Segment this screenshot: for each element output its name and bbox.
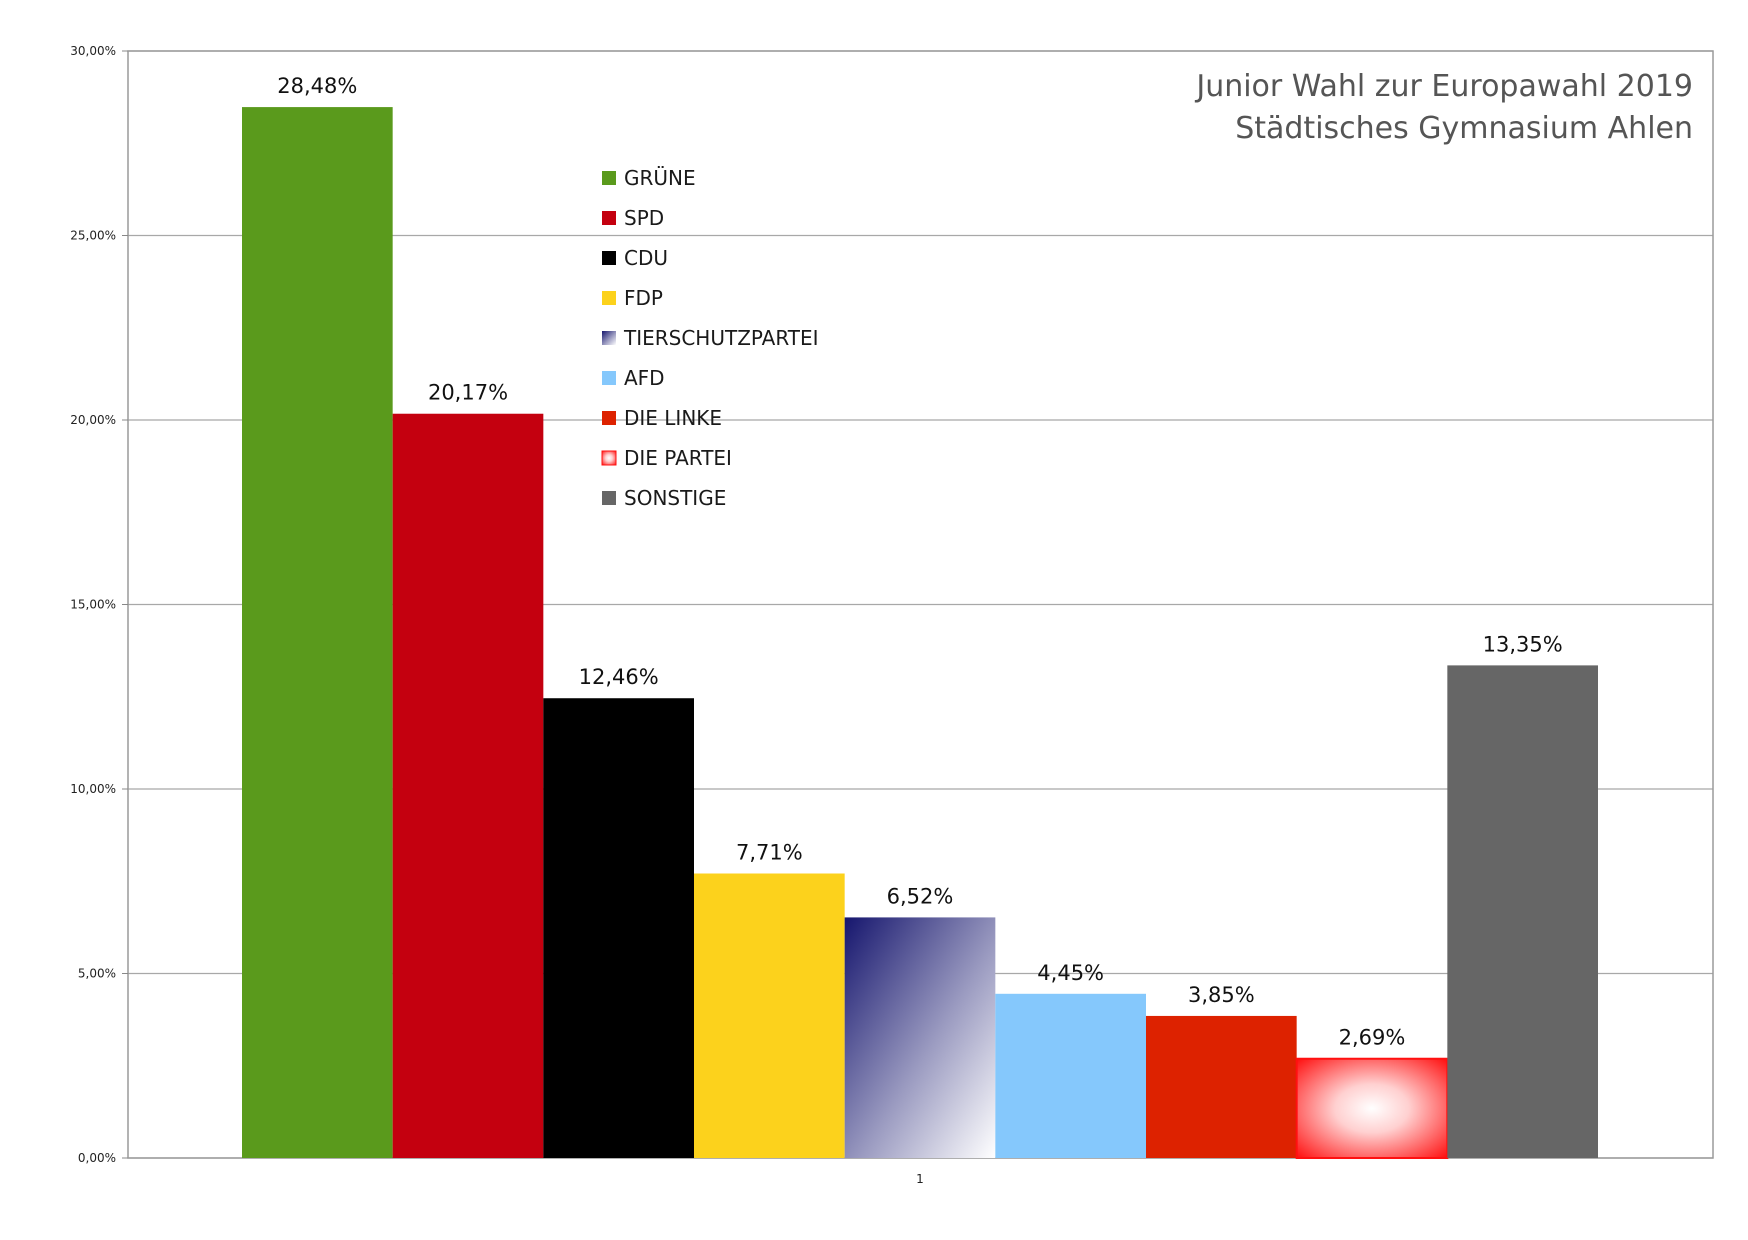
legend-swatch-die-partei	[601, 450, 617, 466]
y-tick-label: 20,00%	[70, 413, 116, 427]
data-label-cdu: 12,46%	[579, 665, 659, 689]
bar-fdp	[694, 873, 845, 1158]
legend-label-die-linke: DIE LINKE	[624, 406, 722, 430]
y-tick-label: 0,00%	[78, 1151, 116, 1165]
y-tick-label: 15,00%	[70, 598, 116, 612]
data-label-die-linke: 3,85%	[1188, 983, 1255, 1007]
y-tick-label: 30,00%	[70, 44, 116, 58]
data-label-sonstige: 13,35%	[1483, 632, 1563, 656]
bar-tierschutzpartei	[844, 917, 996, 1158]
legend-label-afd: AFD	[624, 366, 665, 390]
legend: GRÜNE SPD CDU FDP TIERSCHUTZPARTEI AFD DIE LIN…	[601, 166, 819, 510]
bar-sonstige	[1447, 665, 1598, 1158]
chart-title: Junior Wahl zur Europawahl 2019	[1194, 69, 1693, 104]
bar-gr-ne	[242, 107, 393, 1158]
y-tick-label: 25,00%	[70, 229, 116, 243]
legend-swatch-gr-ne	[602, 171, 616, 185]
data-label-fdp: 7,71%	[736, 841, 803, 865]
legend-swatch-cdu	[602, 251, 616, 265]
bars	[242, 107, 1598, 1160]
legend-swatch-die-linke	[602, 411, 616, 425]
bar-afd	[995, 993, 1146, 1158]
bar-cdu	[543, 698, 694, 1158]
bar-die-partei	[1295, 1057, 1449, 1160]
bar-die-linke	[1146, 1015, 1297, 1158]
legend-label-gr-ne: GRÜNE	[624, 166, 696, 190]
bar-spd	[392, 413, 544, 1158]
legend-swatch-spd	[602, 211, 616, 225]
chart-subtitle: Städtisches Gymnasium Ahlen	[1235, 111, 1693, 146]
legend-label-cdu: CDU	[624, 246, 668, 270]
legend-label-sonstige: SONSTIGE	[624, 486, 726, 510]
legend-label-spd: SPD	[624, 206, 664, 230]
data-label-afd: 4,45%	[1037, 961, 1104, 985]
y-tick-label: 5,00%	[78, 967, 116, 981]
data-label-spd: 20,17%	[428, 381, 508, 405]
legend-label-tierschutzpartei: TIERSCHUTZPARTEI	[623, 326, 819, 350]
y-axis-ticks: 0,00% 5,00% 10,00% 15,00% 20,00% 25,00% 30,00%	[70, 44, 128, 1165]
data-label-die-partei: 2,69%	[1339, 1026, 1406, 1050]
legend-swatch-fdp	[602, 291, 616, 305]
data-label-gr-ne: 28,48%	[277, 74, 357, 98]
y-tick-label: 10,00%	[70, 782, 116, 796]
legend-label-fdp: FDP	[624, 286, 663, 310]
legend-swatch-tierschutzpartei	[602, 331, 616, 345]
data-label-tierschutzpartei: 6,52%	[887, 884, 954, 908]
legend-swatch-afd	[602, 371, 616, 385]
legend-swatch-sonstige	[602, 491, 616, 505]
legend-label-die-partei: DIE PARTEI	[624, 446, 732, 470]
data-labels: 28,48% 20,17% 12,46% 7,71% 6,52% 4,45% 3,85% 2,…	[277, 74, 1562, 1050]
x-tick-label: 1	[916, 1172, 924, 1186]
